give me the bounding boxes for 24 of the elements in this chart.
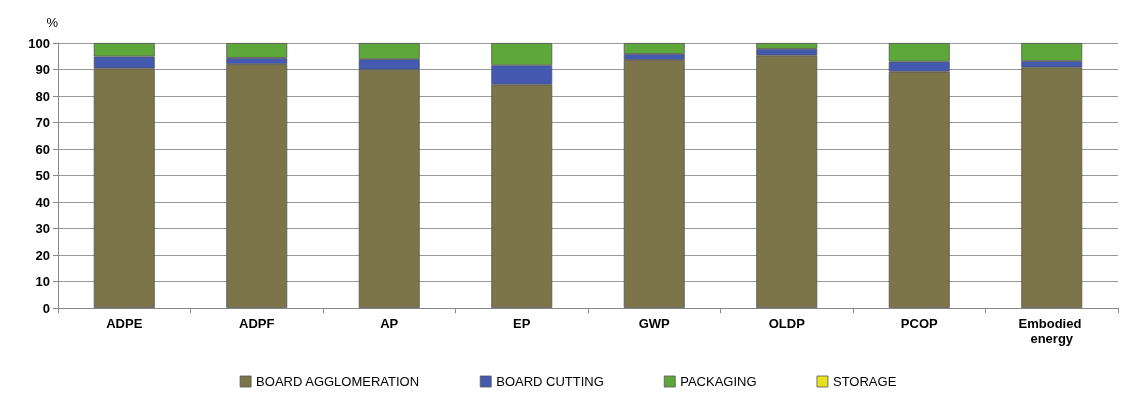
legend-label: STORAGE (832, 374, 897, 389)
y-tick-label: 90 (35, 62, 50, 77)
y-tick-label: 20 (35, 247, 50, 263)
y-tick-label: 50 (35, 168, 50, 183)
x-tick-label: AP (380, 316, 399, 331)
y-axis-title: % (46, 15, 59, 30)
y-tick-label: 30 (35, 221, 50, 236)
y-tick-label: 0 (42, 300, 50, 316)
legend-label: BOARD AGGLOMERATION (256, 374, 420, 389)
y-tick-label: 60 (35, 141, 50, 157)
x-tick-label: GWP (638, 316, 671, 331)
x-tick-label: Embodied energy (1018, 316, 1085, 346)
x-tick-label: OLDP (768, 316, 806, 331)
x-tick-label: ADPF (239, 316, 275, 331)
y-tick-label: 100 (28, 35, 50, 51)
legend-label: BOARD CUTTING (496, 374, 604, 389)
y-tick-label: 10 (35, 274, 50, 289)
x-tick-label: PCOP (900, 316, 938, 331)
x-tick-label: ADPE (106, 316, 143, 331)
legend-label: PACKAGING (680, 374, 757, 389)
y-tick-label: 40 (35, 194, 50, 210)
y-tick-label: 70 (35, 115, 50, 130)
x-tick-label: EP (513, 316, 531, 331)
y-tick-label: 80 (35, 88, 50, 104)
